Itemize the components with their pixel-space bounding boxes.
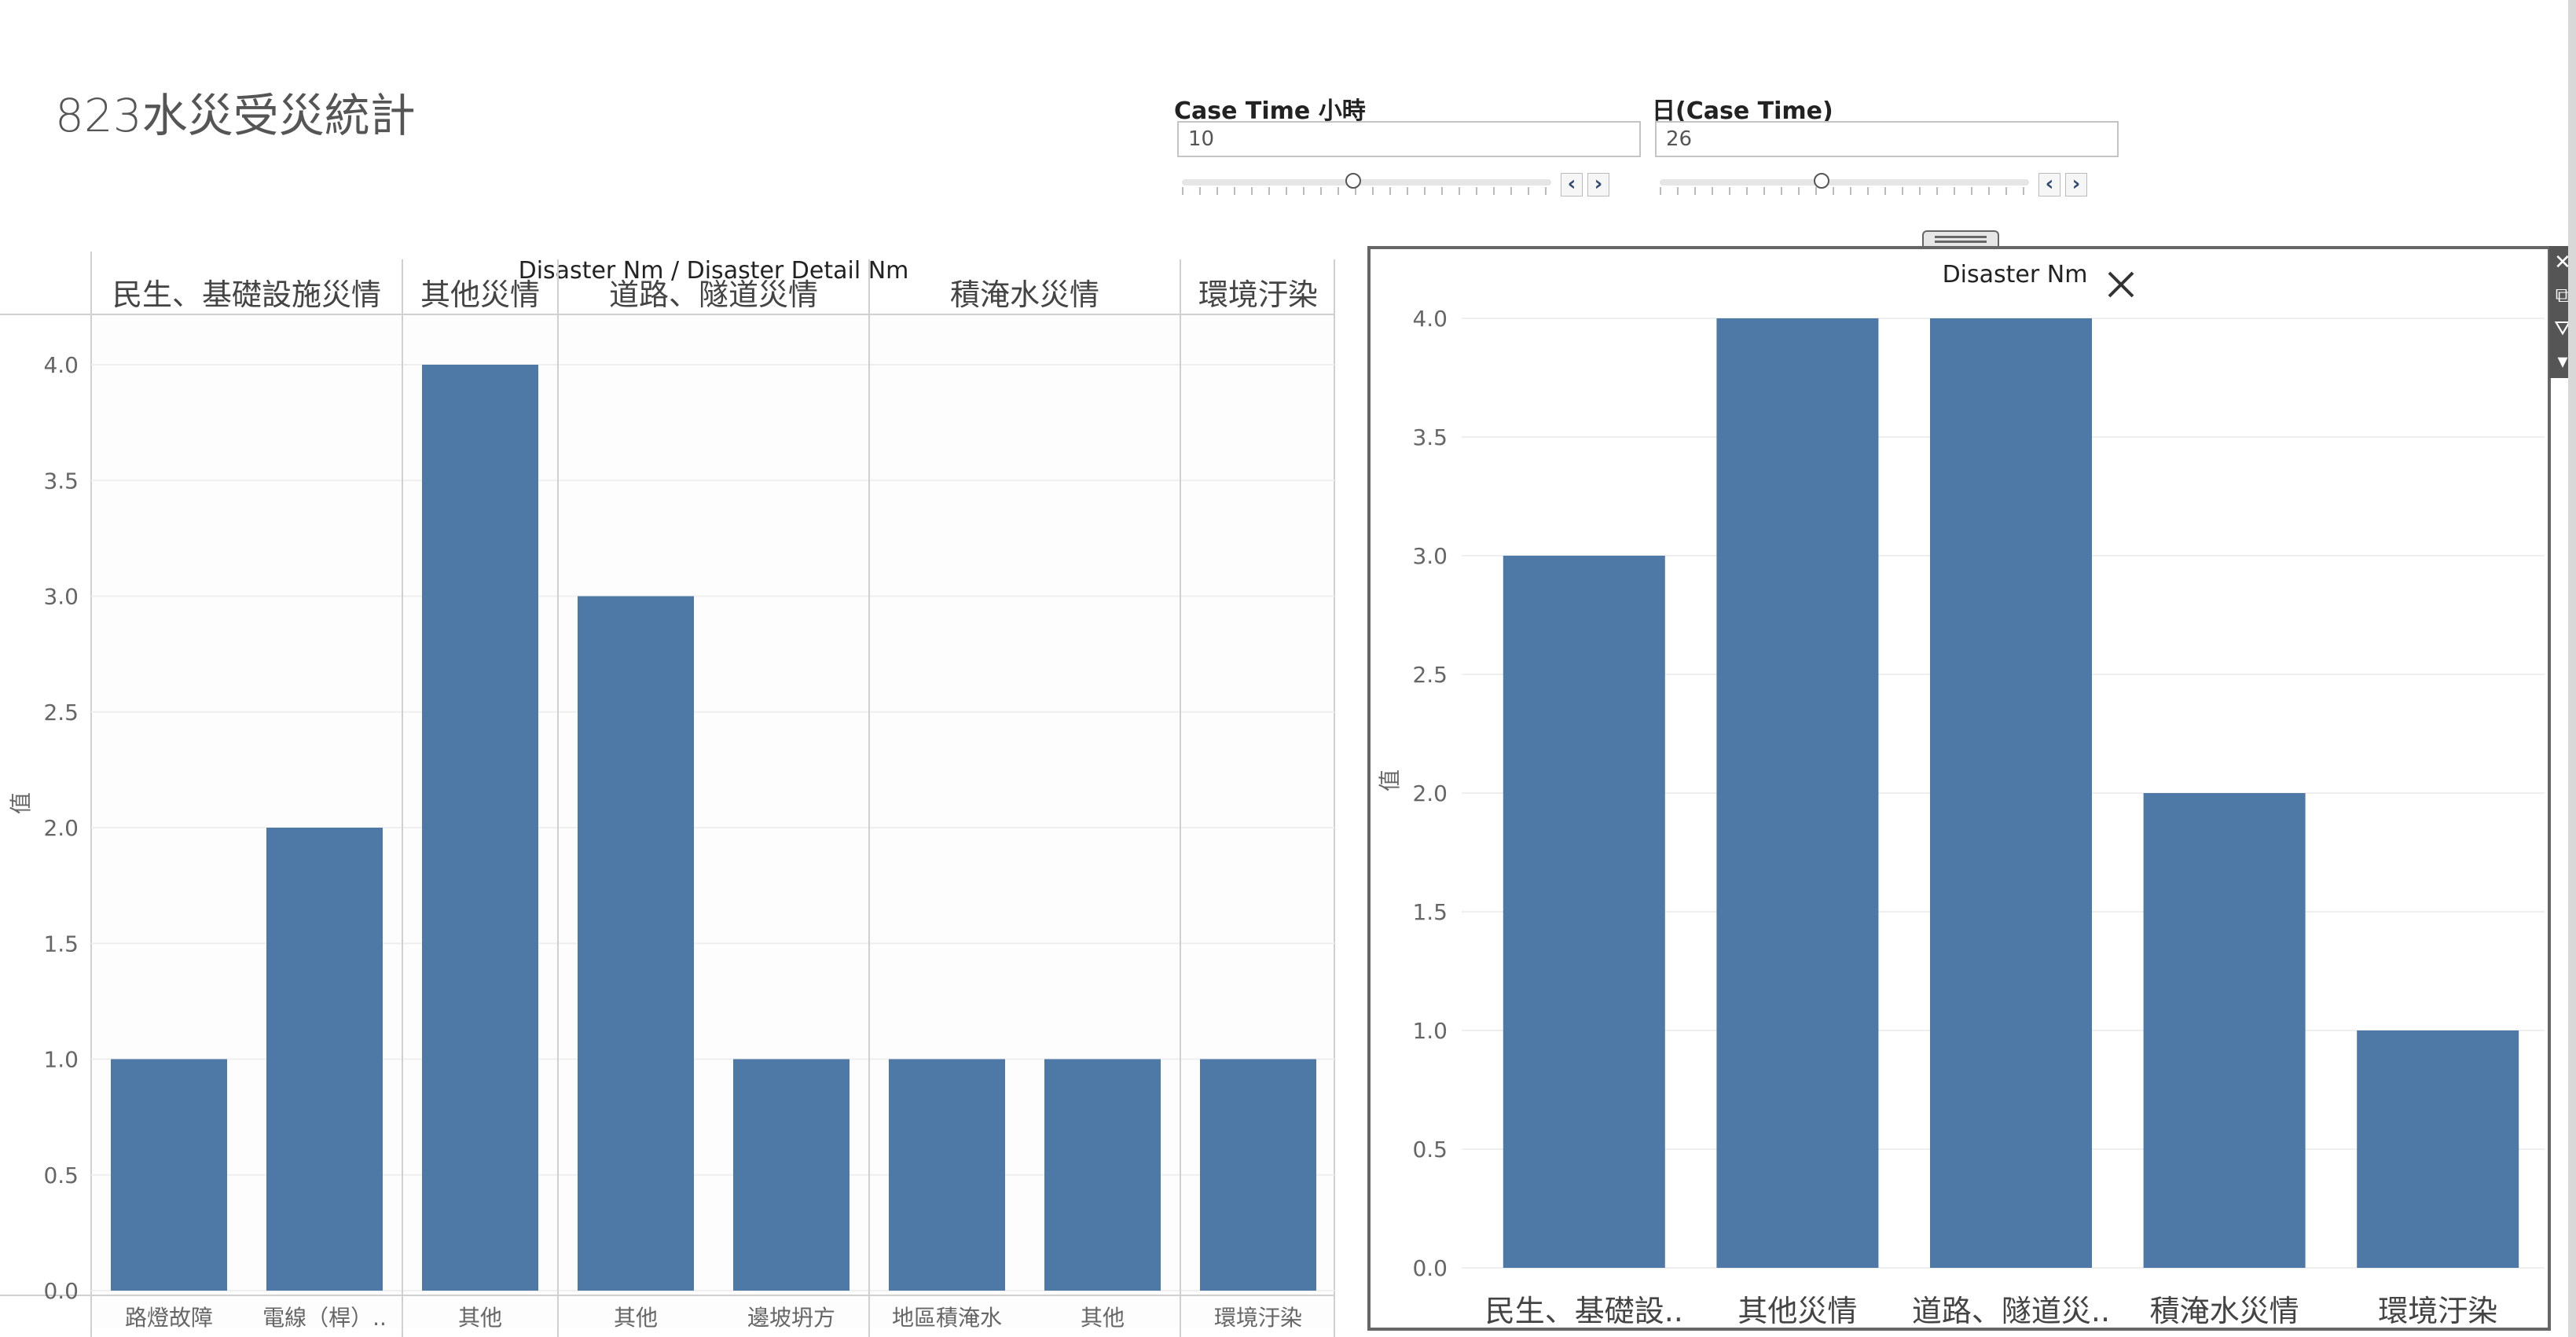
y-tick-label: 1.5 (43, 931, 79, 957)
filter-label: 日(Case Time) (1652, 97, 1833, 125)
chevron-left-icon: ‹ (1567, 172, 1576, 196)
filter-icon[interactable]: ⛛ (2554, 317, 2571, 340)
bar (1930, 318, 2092, 1268)
y-tick-label: 3.5 (1412, 424, 1448, 450)
step-back-button[interactable]: ‹ (1561, 173, 1583, 197)
x-tick-label: 邊坡坍方 (747, 1305, 835, 1331)
x-tick-label: 環境汙染 (1214, 1305, 1302, 1331)
y-tick-label: 3.0 (43, 584, 79, 610)
y-axis-label: 值 (8, 792, 34, 814)
slider-thumb[interactable] (1814, 173, 1829, 189)
slider-track[interactable] (1660, 179, 2029, 185)
slider-ticks (1660, 187, 2029, 195)
x-tick-label: 電線（桿）.. (262, 1305, 387, 1331)
close-icon-stroke (2108, 271, 2134, 298)
step-back-button[interactable]: ‹ (2038, 173, 2060, 197)
y-tick-label: 3.5 (43, 468, 79, 494)
step-forward-button[interactable]: › (1587, 173, 1609, 197)
group-header: 民生、基礎設施災情 (112, 277, 381, 312)
case-time-hour-input[interactable] (1177, 121, 1641, 157)
case-time-hour-filter[interactable]: Case Time 小時 ‹ › (1174, 91, 1646, 201)
case-time-day-input[interactable] (1655, 121, 2119, 157)
bar (578, 596, 694, 1291)
chart-title: Disaster Nm (1943, 261, 2088, 288)
close-icon[interactable]: ✕ (2554, 251, 2571, 274)
close-icon[interactable] (2108, 271, 2134, 298)
panel-drag-handle[interactable] (1922, 230, 1999, 246)
chevron-right-icon: › (2071, 172, 2081, 196)
y-tick-label: 2.0 (43, 815, 79, 841)
chevron-left-icon: ‹ (2045, 172, 2054, 196)
vertical-scrollbar[interactable] (2568, 0, 2576, 1337)
x-tick-label: 環境汙染 (2378, 1294, 2497, 1328)
y-tick-label: 2.0 (1412, 781, 1448, 806)
bar (733, 1059, 849, 1291)
y-tick-label: 3.0 (1412, 543, 1448, 569)
y-tick-label: 0.0 (1412, 1255, 1448, 1281)
bar (111, 1059, 227, 1291)
chevron-right-icon: › (1594, 172, 1603, 196)
x-tick-label: 其他災情 (1738, 1294, 1857, 1328)
slider-track[interactable] (1182, 179, 1551, 185)
y-tick-label: 1.0 (43, 1047, 79, 1073)
y-tick-label: 1.5 (1412, 899, 1448, 925)
bar (2143, 793, 2306, 1268)
bar (1200, 1059, 1316, 1291)
bar (889, 1059, 1005, 1291)
x-tick-label: 民生、基礎設.. (1485, 1294, 1683, 1328)
filter-label: Case Time 小時 (1174, 97, 1366, 125)
bar (422, 365, 538, 1291)
step-forward-button[interactable]: › (2065, 173, 2087, 197)
y-axis-label: 值 (1377, 770, 1403, 792)
x-tick-label: 其他 (614, 1305, 658, 1331)
x-tick-label: 積淹水災情 (2150, 1294, 2299, 1328)
case-time-day-filter[interactable]: 日(Case Time) ‹ › (1652, 91, 2123, 201)
bar (266, 828, 383, 1291)
bar (1503, 556, 1665, 1268)
summary-bar-chart: 0.0 0.5 1.0 1.5 2.0 2.5 3.0 3.5 4.0 值 Disaster Nm 民… (1377, 261, 2545, 1328)
x-tick-label: 道路、隧道災.. (1912, 1294, 2110, 1328)
external-link-icon[interactable]: ⧉ (2555, 284, 2570, 307)
x-tick-label: 其他 (458, 1305, 502, 1331)
summary-chart-panel[interactable]: 0.0 0.5 1.0 1.5 2.0 2.5 3.0 3.5 4.0 值 Disaster Nm 民… (1367, 246, 2551, 1331)
bar (1044, 1059, 1161, 1291)
group-header: 道路、隧道災情 (609, 277, 818, 312)
y-tick-label: 2.5 (1412, 662, 1448, 688)
dashboard-title: 823水災受災統計 (55, 89, 416, 142)
slider-ticks (1182, 187, 1551, 195)
x-tick-label: 路燈故障 (125, 1305, 213, 1331)
x-tick-label: 其他 (1081, 1305, 1125, 1331)
y-tick-label: 0.5 (1412, 1137, 1448, 1163)
bar (1716, 318, 1879, 1268)
group-header: 其他災情 (420, 277, 540, 312)
y-tick-label: 1.0 (1412, 1018, 1448, 1044)
y-tick-label: 0.5 (43, 1163, 79, 1188)
group-header: 環境汙染 (1198, 277, 1318, 312)
bar (2357, 1030, 2519, 1268)
y-tick-label: 0.0 (43, 1278, 79, 1304)
chart-title: Disaster Nm / Disaster Detail Nm (519, 257, 909, 285)
x-tick-label: 地區積淹水 (892, 1305, 1002, 1331)
y-tick-label: 2.5 (43, 700, 79, 725)
group-header: 積淹水災情 (950, 277, 1099, 312)
y-tick-label: 4.0 (43, 352, 79, 378)
detail-bar-chart: 0.0 0.5 1.0 1.5 2.0 2.5 3.0 3.5 4.0 值 Disaster Nm … (0, 252, 1335, 1337)
slider-thumb[interactable] (1345, 173, 1361, 189)
dropdown-caret-icon[interactable]: ▾ (2557, 350, 2568, 373)
y-tick-label: 4.0 (1412, 306, 1448, 332)
